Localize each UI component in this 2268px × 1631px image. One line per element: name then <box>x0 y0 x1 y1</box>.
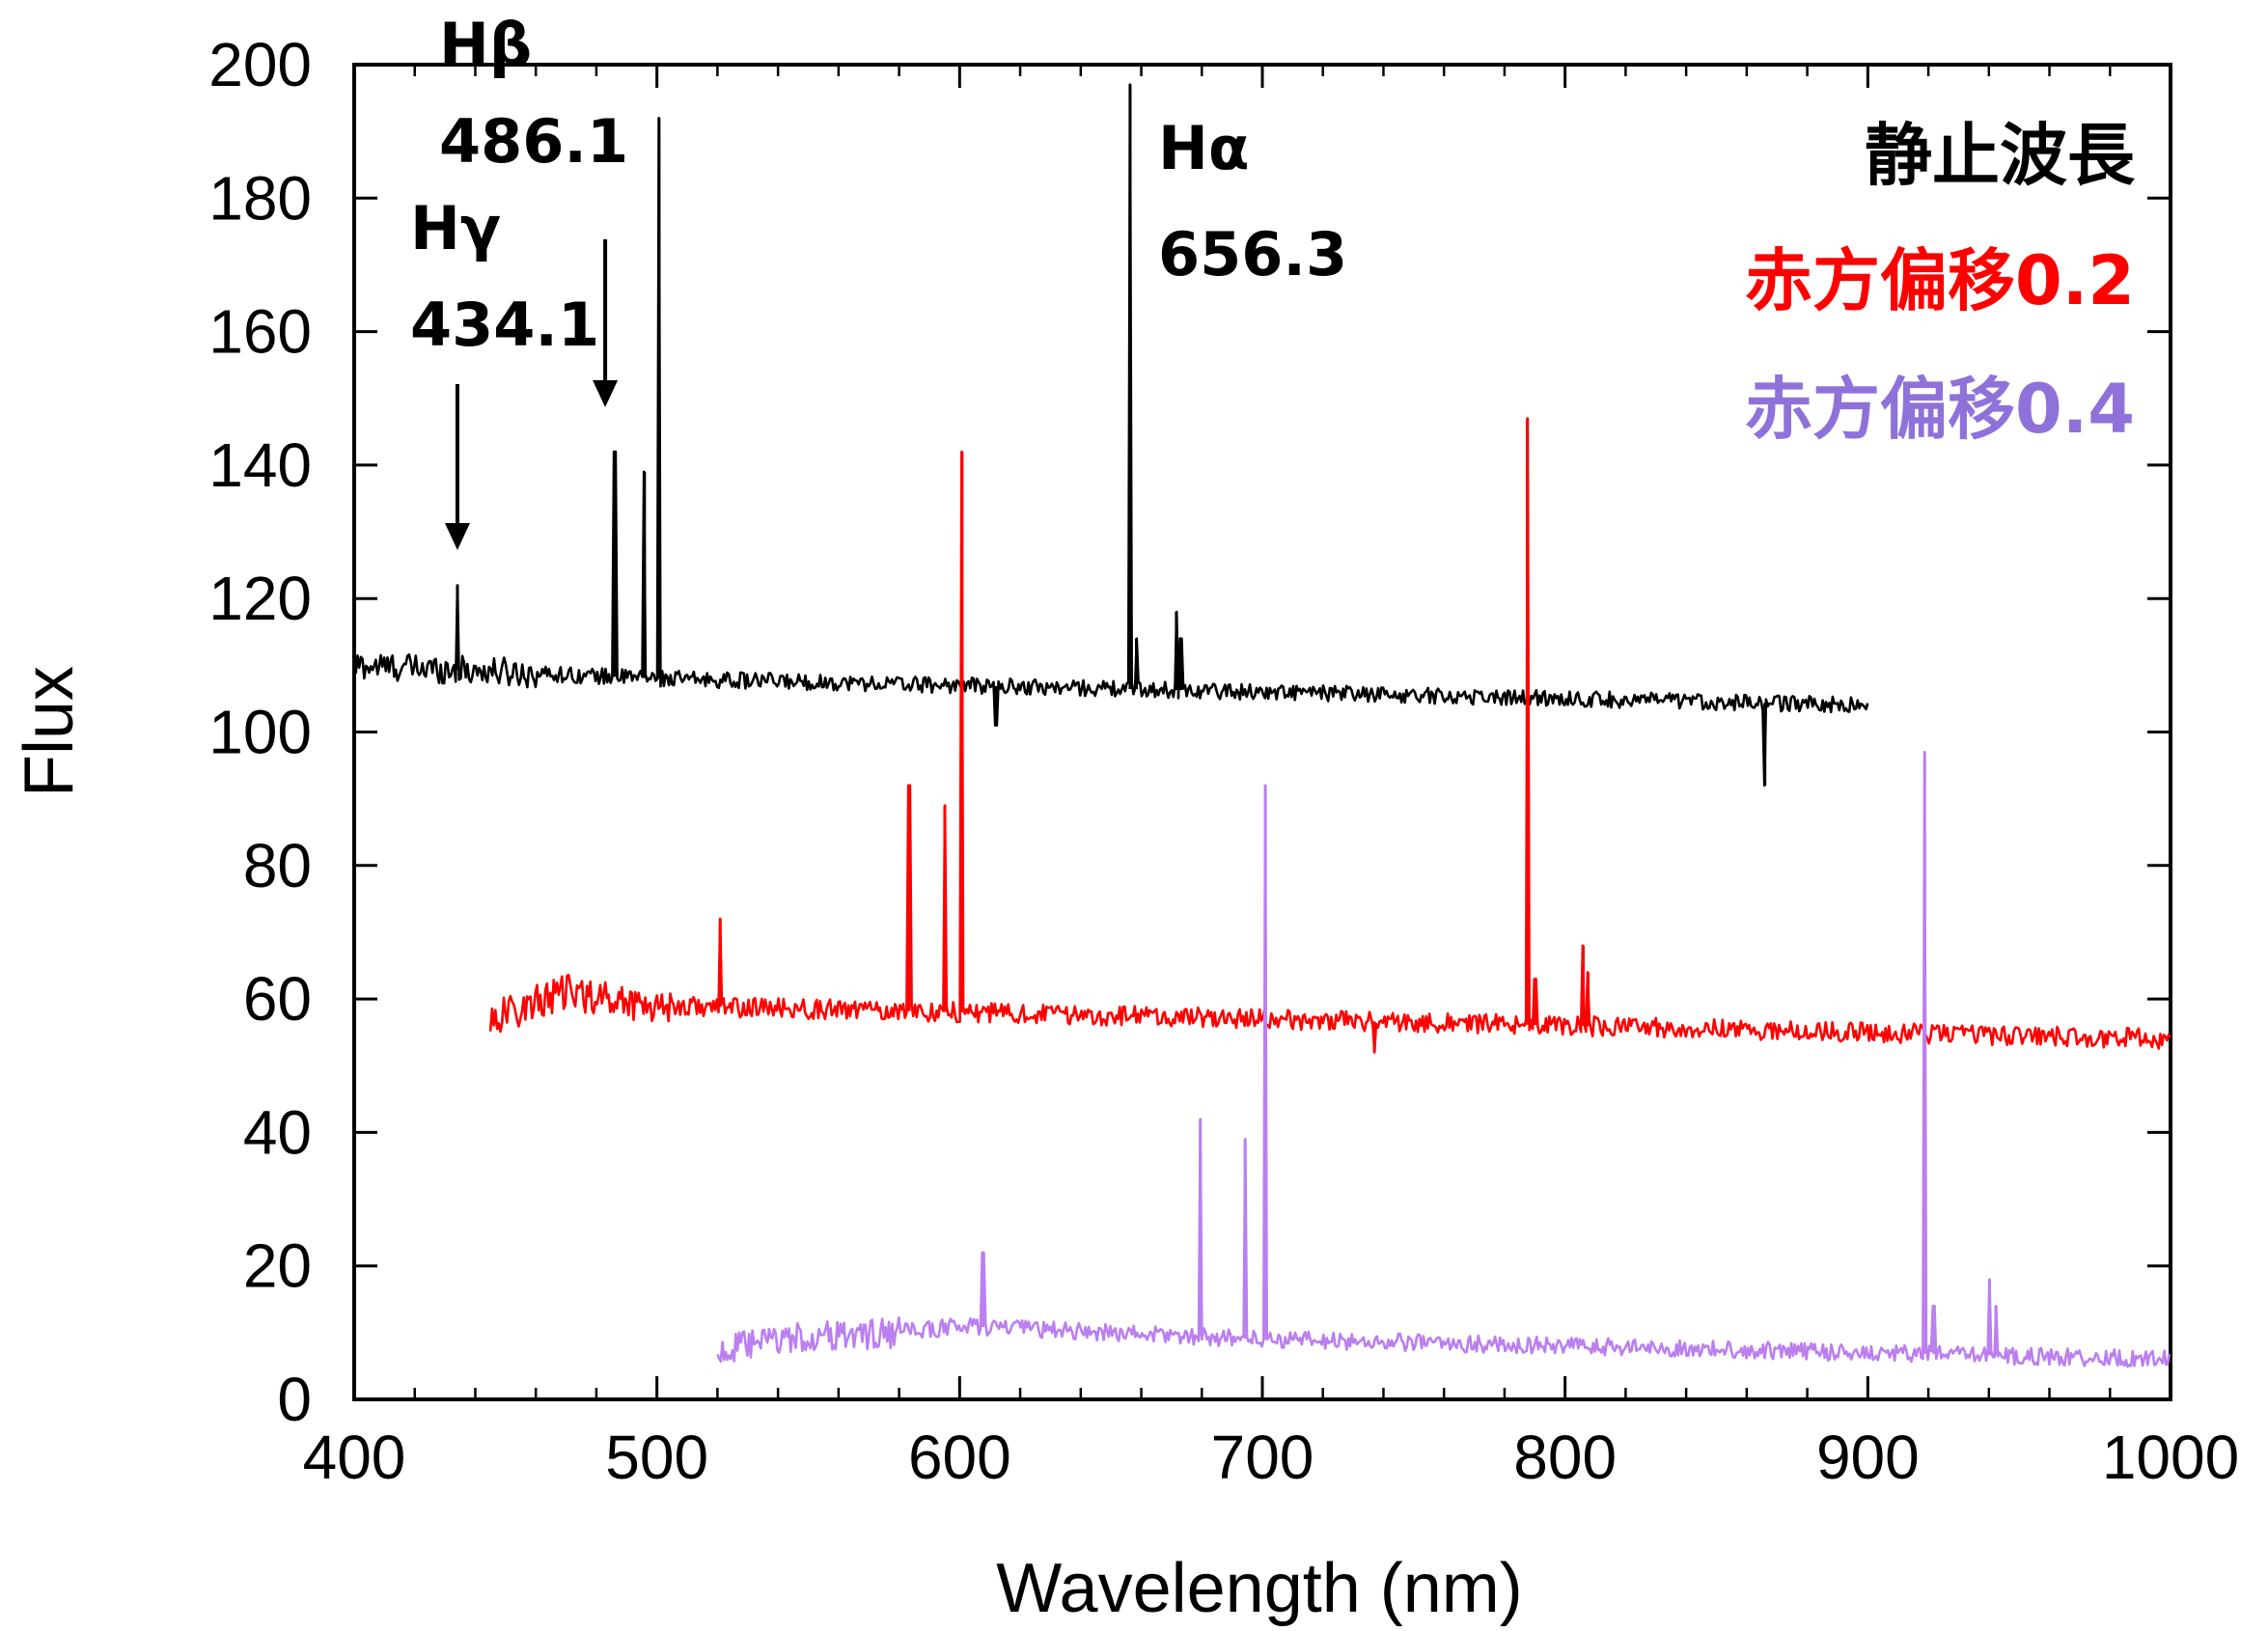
arrow-head-1 <box>593 380 619 407</box>
series-line-0 <box>352 83 1869 788</box>
annotation-label-0: Hβ <box>439 10 532 80</box>
annotation-label-2: Hα <box>1158 113 1249 183</box>
y-tick-label: 200 <box>208 30 312 99</box>
x-tick-label: 900 <box>1816 1423 1920 1492</box>
legend-entry-2: 赤方偏移0.4 <box>1745 370 2135 449</box>
annotation-value-2: 656.3 <box>1158 219 1347 290</box>
annotation-value-0: 486.1 <box>439 106 628 177</box>
x-tick-label: 700 <box>1211 1423 1314 1492</box>
y-axis-title: Flux <box>11 666 88 797</box>
series-layer <box>352 83 2171 1368</box>
x-tick-label: 1000 <box>2102 1423 2239 1492</box>
x-tick-label: 800 <box>1513 1423 1617 1492</box>
y-tick-label: 20 <box>243 1231 312 1301</box>
y-tick-label: 40 <box>243 1097 312 1167</box>
x-tick-label: 600 <box>908 1423 1011 1492</box>
axes-group: 400 500 600 700 800 900 1000 0 20 40 60 80 100 120 140… <box>208 30 2239 1492</box>
y-tick-label: 60 <box>243 964 312 1034</box>
series-line-1 <box>488 417 2171 1054</box>
arrow-head-0 <box>444 523 470 550</box>
series-line-2 <box>716 750 2171 1368</box>
annotation-value-1: 434.1 <box>410 290 599 360</box>
x-axis-title: Wavelength (nm) <box>996 1550 1523 1627</box>
x-tick-label: 500 <box>605 1423 708 1492</box>
annotation-label-1: Hγ <box>410 193 501 263</box>
y-tick-label: 80 <box>243 831 312 900</box>
x-tick-label: 400 <box>303 1423 406 1492</box>
y-tick-label: 0 <box>277 1365 312 1434</box>
legend-entry-0: 静止波長 <box>1865 116 2136 195</box>
y-tick-label: 160 <box>208 297 312 367</box>
legend-entry-1: 赤方偏移0.2 <box>1745 241 2135 320</box>
y-tick-label: 120 <box>208 564 312 633</box>
annotation-layer: Hβ 486.1 Hγ 434.1 Hα 656.3 <box>410 10 1347 550</box>
y-tick-label: 140 <box>208 430 312 500</box>
y-tick-label: 100 <box>208 698 312 767</box>
y-tick-label: 180 <box>208 163 312 233</box>
